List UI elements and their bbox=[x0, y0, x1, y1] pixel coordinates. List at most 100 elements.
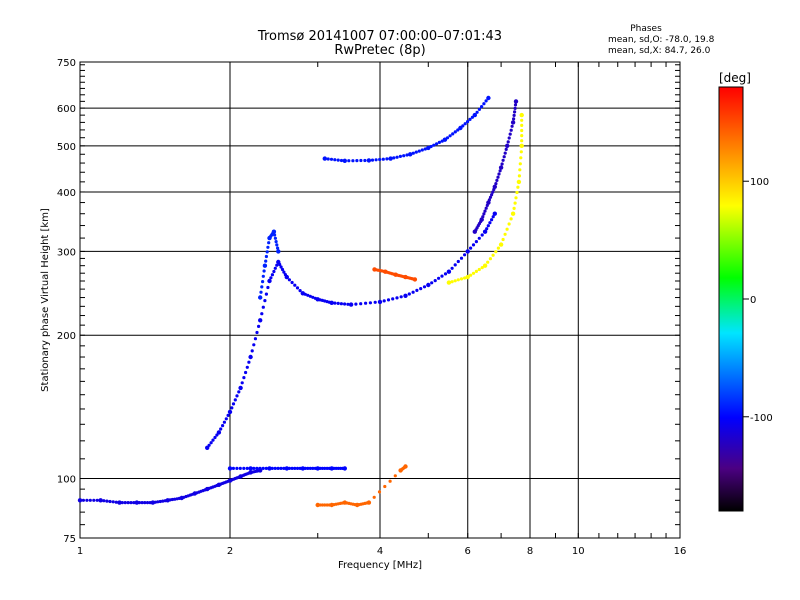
data-point-interp bbox=[459, 277, 464, 281]
data-point-interp bbox=[323, 466, 327, 470]
data-point-interp bbox=[519, 156, 523, 160]
series-f2-x-trace bbox=[446, 112, 524, 285]
series-f2-o-trace bbox=[472, 99, 519, 234]
data-point-interp bbox=[518, 162, 522, 166]
data-point-interp bbox=[326, 157, 330, 161]
data-point-interp bbox=[242, 466, 246, 470]
data-point-interp bbox=[276, 466, 280, 470]
data-point bbox=[248, 466, 253, 471]
data-point-interp bbox=[235, 394, 239, 398]
data-point-interp bbox=[513, 110, 517, 114]
data-point-interp bbox=[257, 324, 261, 328]
data-point-interp bbox=[491, 253, 495, 257]
data-point-interp bbox=[469, 273, 473, 277]
data-point-interp bbox=[308, 294, 312, 298]
data-point-interp bbox=[385, 157, 389, 161]
data-point-interp bbox=[520, 123, 524, 127]
x-tick-label: 8 bbox=[527, 546, 533, 557]
data-point-interp bbox=[270, 466, 274, 470]
x-axis-label: Frequency [MHz] bbox=[338, 560, 422, 571]
data-point-interp bbox=[318, 466, 322, 470]
data-point-interp bbox=[260, 285, 264, 289]
data-point bbox=[366, 500, 372, 505]
data-point-interp bbox=[334, 466, 338, 470]
data-point-interp bbox=[501, 158, 505, 162]
data-point-interp bbox=[382, 299, 386, 303]
data-point-interp bbox=[132, 501, 136, 505]
data-point-interp bbox=[88, 498, 92, 502]
data-point-interp bbox=[481, 215, 485, 219]
data-point-interp bbox=[483, 209, 487, 213]
data-point-interp bbox=[320, 466, 324, 470]
data-point bbox=[262, 263, 268, 268]
data-point-interp bbox=[469, 246, 473, 250]
data-point bbox=[498, 165, 504, 170]
data-point-interp bbox=[456, 259, 460, 264]
data-point-interp bbox=[311, 466, 315, 470]
data-point-interp bbox=[264, 466, 268, 470]
data-point-interp bbox=[260, 312, 264, 316]
data-point-interp bbox=[92, 498, 96, 502]
data-point-interp bbox=[240, 381, 244, 385]
data-point-interp bbox=[359, 302, 363, 306]
data-point-interp bbox=[513, 106, 517, 110]
data-point-interp bbox=[398, 154, 402, 158]
data-point bbox=[315, 466, 320, 471]
data-point-interp bbox=[501, 237, 505, 242]
data-point-interp bbox=[430, 281, 434, 285]
data-point-interp bbox=[466, 120, 470, 124]
data-point-interp bbox=[474, 240, 478, 244]
data-point-interp bbox=[258, 466, 262, 470]
data-point-interp bbox=[323, 503, 327, 507]
data-point-interp bbox=[417, 149, 421, 153]
data-point-interp bbox=[477, 236, 481, 240]
data-point bbox=[227, 409, 233, 415]
data-point-interp bbox=[261, 280, 265, 284]
data-point-interp bbox=[450, 266, 454, 270]
data-point-interp bbox=[85, 498, 89, 502]
x-tick-label: 4 bbox=[377, 546, 383, 557]
data-point-interp bbox=[126, 501, 130, 505]
data-point-interp bbox=[420, 148, 424, 152]
data-point-interp bbox=[494, 182, 498, 186]
series-e-layer-trace-o- bbox=[77, 468, 263, 505]
axis-ticks: 1 2 4 6 8 10 16 75 100 200 300 400 500 600 750 bbox=[57, 58, 686, 557]
data-point-interp bbox=[437, 140, 441, 144]
data-point-interp bbox=[471, 243, 476, 247]
data-point-interp bbox=[516, 185, 520, 189]
data-point-interp bbox=[161, 499, 165, 503]
data-point-interp bbox=[423, 147, 427, 151]
data-point-interp bbox=[456, 278, 460, 282]
data-point bbox=[492, 184, 497, 189]
data-point-interp bbox=[323, 299, 327, 303]
data-point bbox=[216, 430, 222, 435]
data-point-interp bbox=[509, 128, 513, 132]
data-point-interp bbox=[261, 274, 265, 278]
data-point-interp bbox=[480, 266, 484, 270]
data-point-interp bbox=[336, 466, 340, 470]
y-tick-label: 300 bbox=[57, 247, 76, 258]
data-point-interp bbox=[274, 240, 278, 244]
data-point-interp bbox=[486, 224, 490, 228]
data-point-interp bbox=[453, 279, 457, 283]
data-point-interp bbox=[231, 402, 236, 406]
data-point-interp bbox=[329, 157, 334, 161]
data-point-interp bbox=[156, 500, 160, 504]
data-point-interp bbox=[520, 118, 524, 122]
data-point-interp bbox=[245, 365, 249, 369]
data-point bbox=[348, 302, 354, 307]
data-point-interp bbox=[279, 265, 283, 269]
data-point-interp bbox=[270, 273, 274, 277]
data-point bbox=[267, 278, 272, 284]
colorbar-tick-label: 0 bbox=[750, 295, 756, 306]
data-point-interp bbox=[443, 272, 448, 276]
data-point-interp bbox=[513, 103, 518, 107]
data-point-interp bbox=[463, 253, 467, 257]
x-tick-label: 16 bbox=[674, 546, 687, 557]
y-tick-label: 500 bbox=[57, 142, 76, 153]
data-point-interp bbox=[510, 124, 514, 128]
data-point-interp bbox=[245, 466, 249, 470]
data-point-interp bbox=[332, 466, 336, 470]
data-point-interp bbox=[490, 218, 494, 222]
data-point-interp bbox=[233, 398, 237, 402]
